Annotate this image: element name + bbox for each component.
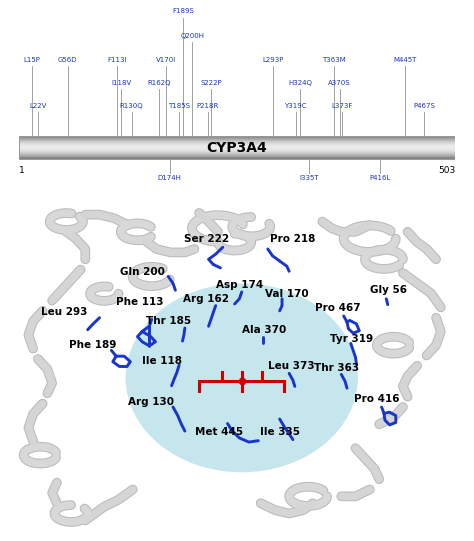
Text: R162Q: R162Q (148, 80, 171, 86)
Text: F113I: F113I (107, 56, 127, 63)
Text: Q200H: Q200H (180, 33, 204, 39)
Text: Leu 373: Leu 373 (268, 361, 315, 372)
Text: Ala 370: Ala 370 (242, 325, 287, 335)
Text: Y319C: Y319C (284, 103, 307, 109)
Text: L15P: L15P (24, 56, 40, 63)
Text: F189S: F189S (172, 9, 194, 15)
Text: P416L: P416L (369, 175, 390, 181)
Text: Thr 185: Thr 185 (146, 316, 191, 326)
Text: Ile 335: Ile 335 (260, 427, 300, 437)
Text: Phe 113: Phe 113 (116, 297, 164, 307)
Text: I335T: I335T (300, 175, 319, 181)
Text: Leu 293: Leu 293 (41, 307, 87, 316)
Bar (19, 136, 455, 159)
Text: Pro 416: Pro 416 (354, 394, 400, 405)
Text: Pro 467: Pro 467 (315, 303, 360, 313)
Text: Gln 200: Gln 200 (120, 267, 164, 278)
Text: P467S: P467S (413, 103, 435, 109)
Text: G56D: G56D (58, 56, 77, 63)
Text: Met 445: Met 445 (195, 427, 243, 437)
Text: 503: 503 (438, 166, 455, 175)
Text: L373F: L373F (332, 103, 353, 109)
Text: A370S: A370S (328, 80, 351, 86)
Text: Arg 162: Arg 162 (183, 294, 229, 304)
Text: Arg 130: Arg 130 (128, 397, 174, 407)
Text: CYP3A4: CYP3A4 (207, 141, 267, 155)
Text: Val 170: Val 170 (265, 289, 309, 299)
Text: Gly 56: Gly 56 (370, 285, 407, 294)
Text: S222P: S222P (201, 80, 222, 86)
Text: T363M: T363M (322, 56, 346, 63)
Text: H324Q: H324Q (288, 80, 312, 86)
Text: D174H: D174H (158, 175, 182, 181)
Text: Phe 189: Phe 189 (69, 340, 116, 350)
Ellipse shape (126, 283, 358, 472)
Text: Asp 174: Asp 174 (216, 280, 263, 290)
Text: T185S: T185S (168, 103, 191, 109)
Text: Ser 222: Ser 222 (183, 234, 229, 245)
Text: I118V: I118V (111, 80, 131, 86)
Text: V170I: V170I (156, 56, 176, 63)
Text: M445T: M445T (393, 56, 417, 63)
Text: R130Q: R130Q (120, 103, 144, 109)
Text: 1: 1 (19, 166, 25, 175)
Text: L22V: L22V (29, 103, 47, 109)
Text: L293P: L293P (262, 56, 283, 63)
Text: P218R: P218R (197, 103, 219, 109)
Text: Pro 218: Pro 218 (270, 234, 316, 245)
Text: Thr 363: Thr 363 (314, 362, 359, 373)
Text: Tyr 319: Tyr 319 (330, 334, 373, 344)
Text: Ile 118: Ile 118 (142, 355, 182, 366)
